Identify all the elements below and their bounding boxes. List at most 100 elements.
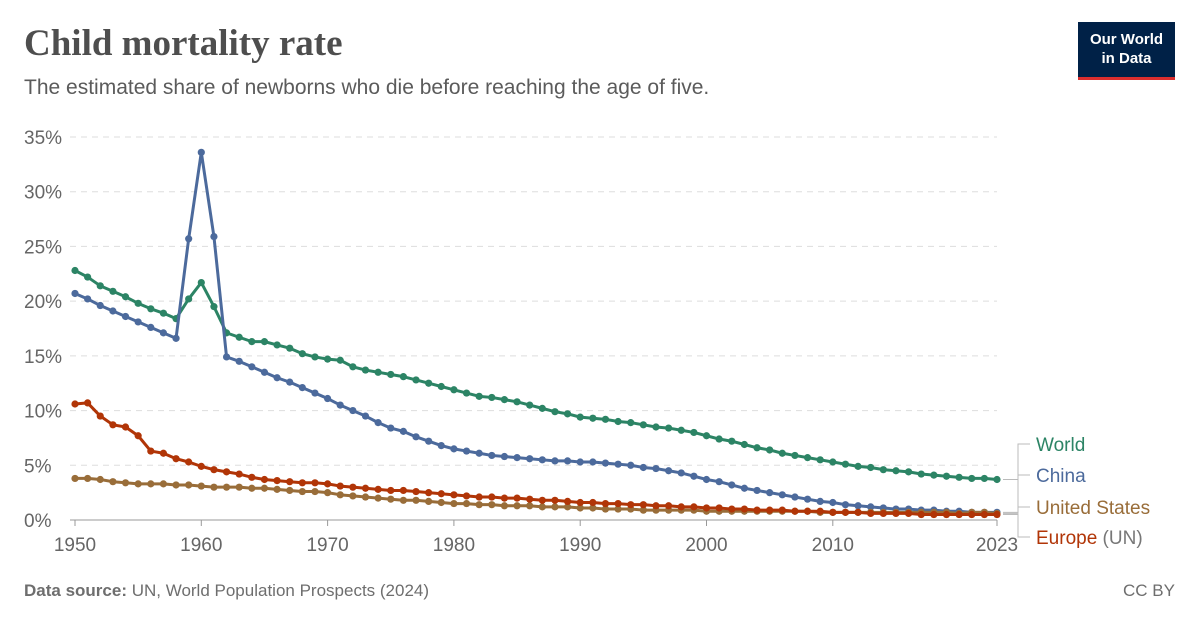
data-point	[425, 497, 433, 505]
data-point	[235, 470, 243, 478]
series-name: World	[1036, 435, 1085, 456]
data-point	[298, 383, 306, 392]
data-point	[627, 419, 635, 427]
data-point	[677, 503, 685, 511]
data-point	[538, 503, 546, 511]
data-point	[399, 486, 407, 495]
data-point	[690, 428, 698, 437]
data-point	[904, 509, 913, 518]
data-point	[702, 504, 711, 512]
data-point	[766, 506, 774, 514]
y-tick-label: 30%	[24, 183, 62, 204]
data-point	[273, 341, 281, 349]
y-tick-label: 15%	[24, 347, 62, 368]
data-point	[803, 454, 812, 462]
data-point	[197, 278, 205, 287]
data-point	[260, 475, 269, 484]
data-point	[450, 499, 458, 508]
data-point	[336, 482, 344, 490]
data-point	[728, 505, 736, 513]
data-point	[349, 363, 357, 371]
data-point	[109, 421, 117, 429]
series-line-china	[74, 150, 997, 514]
data-point	[387, 424, 395, 432]
data-point	[437, 441, 445, 450]
data-point	[702, 432, 711, 440]
data-point	[412, 487, 420, 496]
data-point	[222, 483, 231, 491]
data-point	[248, 338, 256, 346]
data-point	[538, 496, 546, 504]
data-point	[993, 475, 1001, 484]
data-point	[715, 504, 723, 512]
data-point	[601, 499, 610, 508]
data-point	[450, 445, 458, 453]
data-point	[690, 472, 698, 480]
data-point	[791, 493, 799, 501]
data-point	[84, 295, 92, 303]
data-point	[500, 494, 509, 502]
data-point	[399, 373, 407, 381]
data-point	[728, 437, 736, 445]
data-point	[437, 490, 445, 498]
data-point	[526, 401, 534, 409]
data-point	[766, 446, 774, 454]
data-point	[614, 460, 622, 468]
data-point	[955, 510, 963, 519]
data-point	[235, 357, 243, 365]
data-point	[816, 497, 824, 505]
data-point	[159, 449, 168, 457]
logo-line1: Our World	[1089, 31, 1164, 48]
data-point	[526, 502, 534, 510]
x-tick-label: 1990	[559, 535, 601, 556]
data-point	[210, 483, 218, 491]
data-point	[639, 501, 647, 509]
data-point	[374, 368, 382, 376]
data-point	[627, 501, 635, 509]
owid-logo[interactable]: Our World in Data	[1078, 22, 1175, 80]
data-point	[665, 467, 673, 475]
logo-line2: in Data	[1101, 50, 1152, 67]
data-point	[791, 451, 799, 460]
data-point	[538, 456, 546, 464]
data-point	[551, 408, 559, 416]
data-point	[412, 376, 420, 384]
data-point	[904, 468, 913, 476]
data-point	[109, 478, 117, 486]
data-point	[816, 507, 824, 515]
x-tick-label: 2000	[685, 535, 727, 556]
data-point	[147, 323, 155, 332]
data-point	[159, 329, 168, 337]
data-point	[134, 299, 142, 307]
data-point	[134, 432, 142, 440]
data-point	[753, 506, 761, 514]
data-point	[917, 510, 925, 519]
data-point	[172, 334, 180, 342]
data-point	[627, 461, 635, 469]
data-point	[84, 474, 92, 483]
data-point	[551, 503, 559, 511]
x-tick-label: 2010	[812, 535, 854, 556]
data-point	[462, 492, 471, 500]
license-link[interactable]: CC BY	[1123, 581, 1175, 600]
data-point	[450, 386, 458, 394]
label-connector	[1003, 443, 1030, 481]
data-point	[311, 487, 319, 496]
data-point	[854, 502, 862, 510]
data-point	[867, 503, 875, 511]
x-tick-label: 1960	[180, 535, 222, 556]
series-name: United States	[1036, 498, 1150, 519]
data-point	[513, 398, 521, 406]
data-point	[841, 508, 850, 516]
data-point	[336, 356, 344, 364]
data-point	[96, 412, 104, 420]
data-point	[942, 510, 951, 519]
data-point	[324, 394, 332, 403]
data-point	[563, 410, 572, 418]
data-point	[513, 502, 521, 510]
data-point	[879, 466, 887, 474]
data-point	[475, 493, 483, 501]
data-point	[639, 421, 647, 429]
data-point	[273, 374, 281, 382]
data-point	[324, 355, 332, 363]
